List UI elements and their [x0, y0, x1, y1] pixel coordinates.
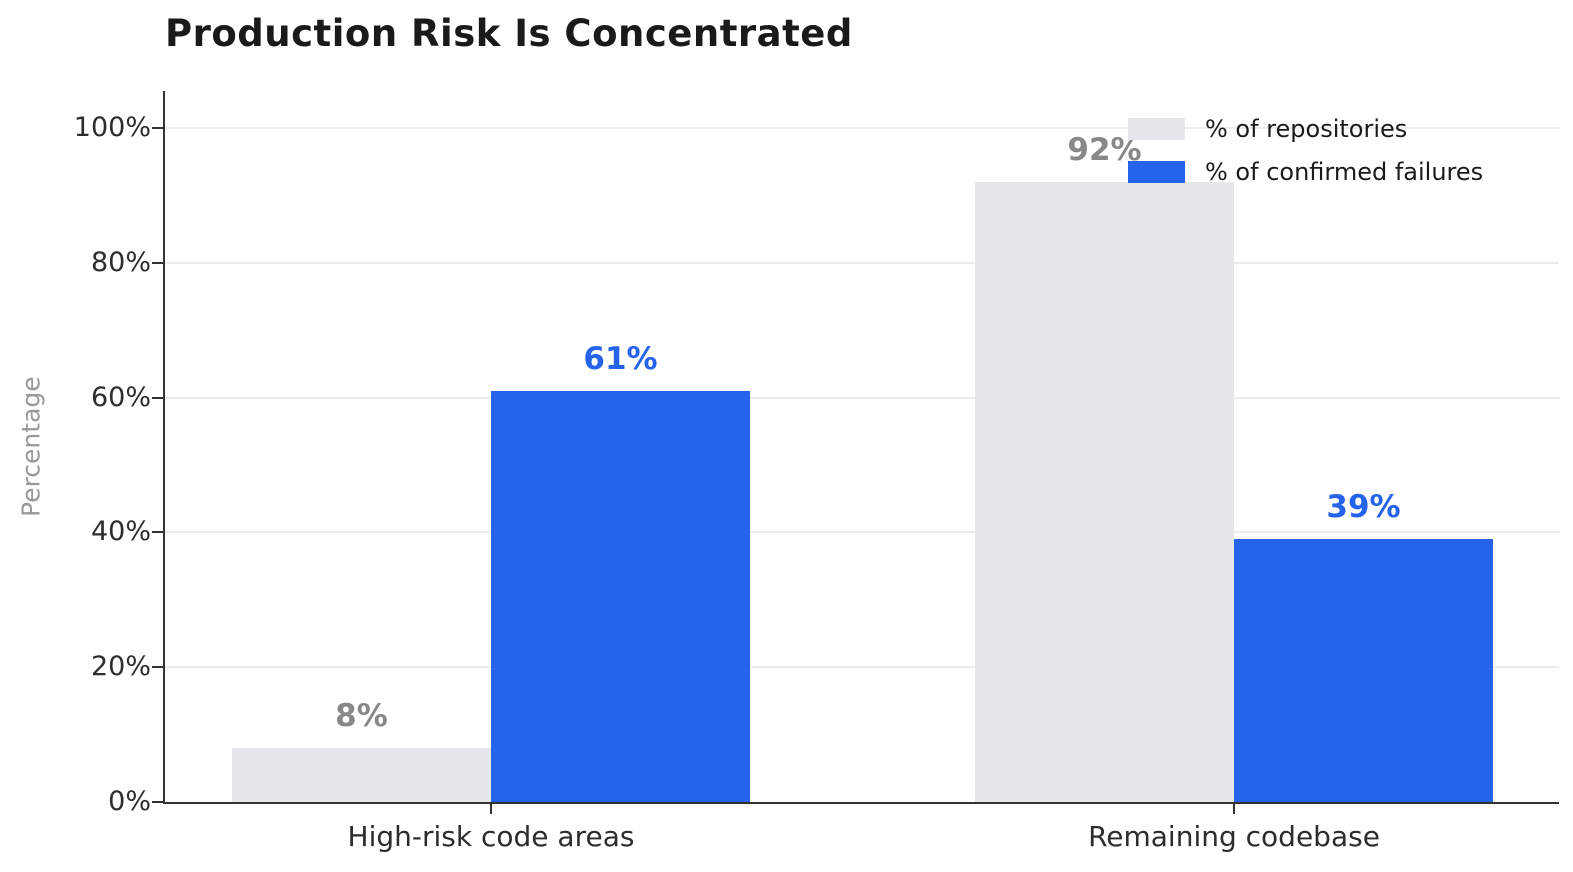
y-tick-label-40: 40%	[90, 516, 151, 548]
y-tick-label-80: 80%	[90, 246, 151, 278]
y-axis-title: Percentage	[16, 376, 46, 517]
chart-title: Production Risk Is Concentrated	[165, 12, 853, 55]
gridline-80	[165, 261, 1559, 264]
bar-repositories-1	[975, 182, 1234, 802]
y-tick-mark-20	[152, 666, 163, 669]
bar-value-label: 39%	[1326, 489, 1401, 525]
y-tick-mark-40	[152, 531, 163, 534]
legend-swatch-repositories	[1128, 118, 1185, 140]
x-category-label-1: Remaining codebase	[1088, 820, 1380, 853]
x-tick-mark-0	[490, 804, 492, 814]
y-tick-label-0: 0%	[108, 786, 151, 817]
bar-confirmed-failures-0	[491, 391, 750, 802]
legend-swatch-confirmed-failures	[1128, 161, 1185, 183]
legend-label-confirmed-failures: % of confirmed failures	[1205, 158, 1484, 186]
plot-area: 0% 20% 40% 60% 80% 100% 8% 92% 61% 39% High-risk c…	[74, 91, 1559, 853]
y-tick-label-100: 100%	[73, 112, 151, 143]
bar-confirmed-failures-1	[1234, 539, 1493, 802]
legend-label-repositories: % of repositories	[1205, 115, 1408, 143]
x-tick-mark-1	[1233, 804, 1235, 814]
legend: % of repositories % of confirmed failure…	[1128, 115, 1484, 186]
bar-value-label: 61%	[583, 341, 658, 377]
y-tick-label-20: 20%	[90, 651, 151, 683]
y-tick-mark-80	[152, 261, 163, 264]
gridline-60	[165, 396, 1559, 399]
legend-row: % of confirmed failures	[1128, 158, 1484, 186]
bar-value-label: 8%	[335, 698, 388, 734]
gridline-100	[165, 127, 1559, 129]
bar-repositories-0	[232, 748, 491, 802]
y-tick-mark-100	[152, 127, 163, 129]
y-tick-label-60: 60%	[90, 381, 151, 413]
legend-row: % of repositories	[1128, 115, 1483, 143]
x-category-label-0: High-risk code areas	[347, 820, 635, 853]
y-tick-mark-60	[152, 396, 163, 399]
gridline-40	[165, 531, 1559, 534]
gridline-20	[165, 666, 1559, 669]
y-tick-mark-0	[152, 801, 163, 803]
